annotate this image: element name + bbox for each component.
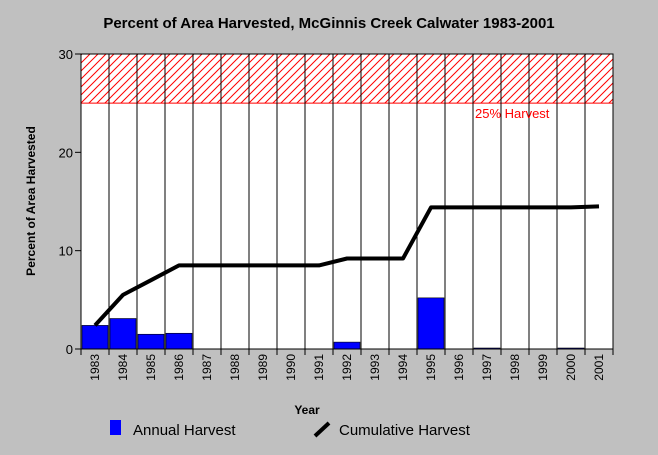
- y-tick-label: 20: [59, 145, 73, 160]
- y-axis-label: Percent of Area Harvested: [24, 126, 38, 276]
- x-tick-label: 1987: [200, 354, 214, 381]
- threshold-label: 25% Harvest: [475, 106, 550, 121]
- legend-label-annual: Annual Harvest: [133, 422, 236, 439]
- x-tick-label: 1991: [312, 354, 326, 381]
- bar-annual-1992: [333, 341, 361, 350]
- legend-swatch-annual: [110, 420, 121, 435]
- legend-label-cumulative: Cumulative Harvest: [339, 422, 471, 439]
- threshold-hatch-band: [81, 54, 613, 104]
- x-tick-label: 1999: [536, 354, 550, 381]
- x-tick-label: 1996: [452, 354, 466, 381]
- x-tick-label: 1994: [396, 354, 410, 381]
- y-tick-label: 30: [59, 47, 73, 62]
- x-tick-label: 1985: [144, 354, 158, 381]
- bar-annual-1985: [137, 333, 165, 350]
- legend: Annual Harvest Cumulative Harvest: [110, 420, 471, 439]
- y-tick-label: 0: [66, 342, 73, 357]
- bar-annual-1983: [81, 325, 109, 350]
- vertical-gridlines: [108, 54, 586, 349]
- annual-harvest-bars: [81, 297, 585, 350]
- x-tick-label: 2001: [592, 354, 606, 381]
- y-tick-label: 10: [59, 244, 73, 259]
- x-tick-label: 1986: [172, 354, 186, 381]
- x-tick-label: 1998: [508, 354, 522, 381]
- chart-title: Percent of Area Harvested, McGinnis Cree…: [103, 15, 554, 32]
- bar-annual-1986: [165, 332, 193, 350]
- x-tick-label: 1983: [88, 354, 102, 381]
- x-axis-label: Year: [294, 403, 320, 417]
- x-tick-label: 1988: [228, 354, 242, 381]
- x-tick-label: 1992: [340, 354, 354, 381]
- x-axis-ticks: 1983 1984 1985 1986 1987 1988 1989 1990 1991 1992…: [80, 349, 614, 381]
- y-axis-ticks: 0 10 20 30: [59, 47, 81, 357]
- x-tick-label: 2000: [564, 354, 578, 381]
- plot-frame: [80, 53, 614, 350]
- x-tick-label: 1995: [424, 354, 438, 381]
- plot-area: 25% Harvest: [80, 53, 614, 350]
- legend-swatch-cumulative: [313, 421, 331, 438]
- x-tick-label: 1984: [116, 354, 130, 381]
- bar-annual-1995: [417, 297, 445, 350]
- x-tick-label: 1989: [256, 354, 270, 381]
- bar-annual-1984: [109, 318, 137, 350]
- x-tick-label: 1990: [284, 354, 298, 381]
- cumulative-harvest-line: [93, 204, 600, 327]
- x-tick-label: 1993: [368, 354, 382, 381]
- x-tick-label: 1997: [480, 354, 494, 381]
